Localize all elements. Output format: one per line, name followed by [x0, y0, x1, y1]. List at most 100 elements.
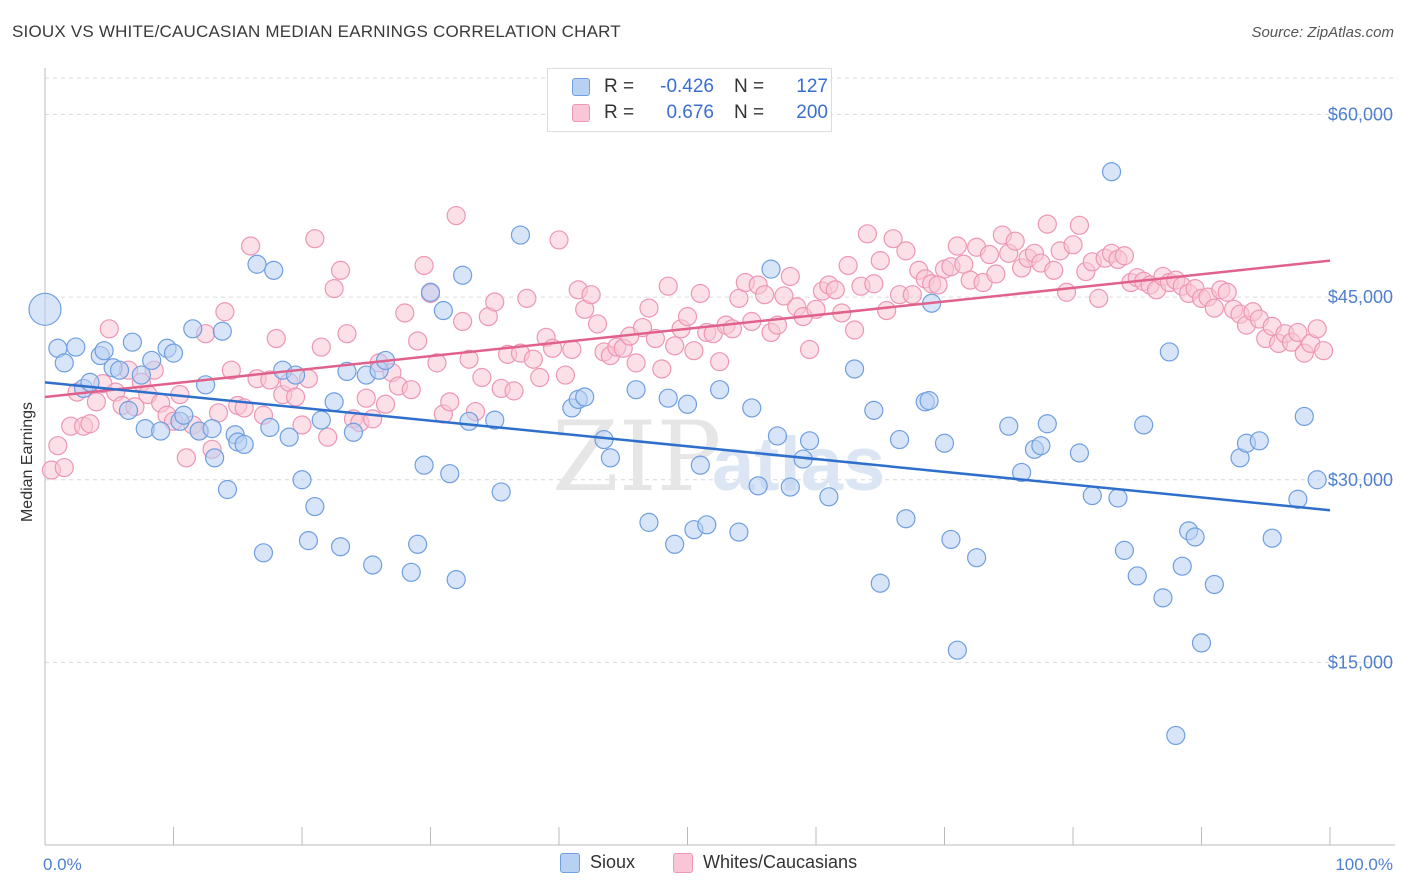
series-whites-caucasians [41, 205, 1334, 480]
legend-row-white: R = 0.676 N = 200 [572, 101, 828, 125]
bottom-legend-swatch-white [673, 852, 693, 873]
chart-source: Source: ZipAtlas.com [1251, 24, 1394, 41]
data-point-white [221, 360, 241, 380]
legend-row-sioux: R = -0.426 N = 127 [572, 75, 828, 99]
data-point-sioux [324, 392, 344, 412]
data-point-sioux [420, 282, 441, 302]
data-point-white [375, 394, 396, 414]
data-point-white [472, 367, 492, 388]
data-point-sioux [66, 337, 86, 357]
data-point-sioux [151, 421, 171, 441]
data-point-sioux [1101, 162, 1122, 182]
bottom-legend-swatch-sioux [560, 852, 580, 873]
data-point-sioux [298, 531, 319, 551]
data-point-white [870, 251, 890, 271]
data-point-sioux [305, 496, 325, 517]
data-point-white [902, 285, 922, 305]
data-point-sioux [54, 353, 74, 373]
data-point-sioux [131, 365, 151, 385]
data-point-white [363, 409, 383, 429]
axes [44, 68, 1395, 846]
x-tick-label: 100.0% [1335, 855, 1393, 874]
data-point-sioux [1108, 488, 1128, 508]
data-point-white [48, 436, 68, 456]
data-point-sioux [934, 433, 955, 453]
data-point-sioux [205, 448, 225, 468]
data-point-sioux [401, 562, 421, 582]
data-point-sioux [1172, 556, 1192, 576]
data-point-white [356, 388, 376, 408]
legend-n-label: N = [734, 102, 765, 123]
data-point-sioux [330, 537, 351, 557]
data-point-white [1307, 319, 1327, 339]
data-point-white [774, 286, 794, 306]
data-point-sioux [748, 476, 768, 496]
data-point-white [1114, 246, 1135, 266]
data-point-sioux [260, 417, 280, 438]
data-point-sioux [896, 509, 916, 529]
data-point-white [754, 285, 775, 305]
series-sioux [28, 162, 1327, 746]
data-point-white [844, 320, 865, 340]
data-point-sioux [1166, 725, 1186, 746]
data-point-white [587, 314, 608, 334]
data-point-sioux [363, 555, 383, 575]
data-point-white [401, 380, 421, 400]
data-point-sioux [677, 394, 698, 414]
data-point-sioux [408, 534, 428, 554]
data-point-white [285, 387, 306, 407]
data-point-white [176, 448, 196, 468]
data-point-white [658, 276, 678, 296]
data-point-white [530, 367, 550, 388]
data-point-white [305, 229, 325, 249]
data-point-white [864, 274, 884, 294]
data-point-white [523, 349, 543, 369]
data-point-sioux [453, 265, 473, 285]
data-point-white [1037, 214, 1057, 234]
data-point-sioux [433, 300, 453, 321]
data-point-sioux [253, 543, 274, 563]
y-tick-label: $45,000 [1328, 287, 1393, 307]
data-point-sioux [947, 640, 967, 660]
data-point-white [241, 236, 261, 256]
y-tick-label: $15,000 [1328, 652, 1393, 672]
data-point-sioux [414, 455, 434, 475]
data-point-sioux [697, 515, 717, 535]
data-point-white [857, 224, 878, 244]
data-point-sioux [1185, 527, 1205, 547]
data-point-white [883, 229, 903, 249]
data-point-sioux [1134, 415, 1154, 435]
data-point-sioux [510, 225, 531, 245]
legend-n-value-sioux: 127 [796, 76, 828, 97]
data-point-sioux [941, 529, 961, 550]
data-point-sioux [919, 391, 939, 411]
data-point-white [311, 337, 331, 357]
data-point-white [1217, 282, 1237, 302]
data-point-sioux [311, 410, 331, 430]
data-point-white [395, 303, 415, 323]
data-point-white [54, 457, 74, 478]
data-point-sioux [292, 470, 312, 490]
data-point-white [266, 328, 286, 349]
data-point-white [877, 300, 897, 321]
bottom-legend-white: Whites/Caucasians [673, 852, 857, 873]
stats-legend: R = -0.426 N = 127 R = 0.676 N = 200 [547, 68, 832, 132]
data-point-sioux [742, 398, 762, 418]
data-point-sioux [1082, 485, 1102, 506]
data-point-white [1005, 231, 1025, 251]
data-point-sioux [122, 332, 142, 352]
data-point-sioux [1127, 566, 1147, 586]
data-point-sioux [212, 321, 232, 341]
data-point-sioux [870, 573, 890, 593]
data-point-sioux [202, 419, 222, 439]
data-point-sioux [799, 431, 820, 451]
data-point-sioux [690, 455, 710, 475]
data-point-sioux [1294, 406, 1314, 427]
data-point-sioux [1249, 431, 1269, 451]
data-point-white [979, 244, 1000, 265]
trend-lines [44, 259, 1331, 512]
data-point-sioux [626, 380, 646, 400]
data-point-sioux [183, 319, 203, 339]
trend-line-sioux [44, 381, 1331, 512]
data-point-white [581, 285, 601, 305]
